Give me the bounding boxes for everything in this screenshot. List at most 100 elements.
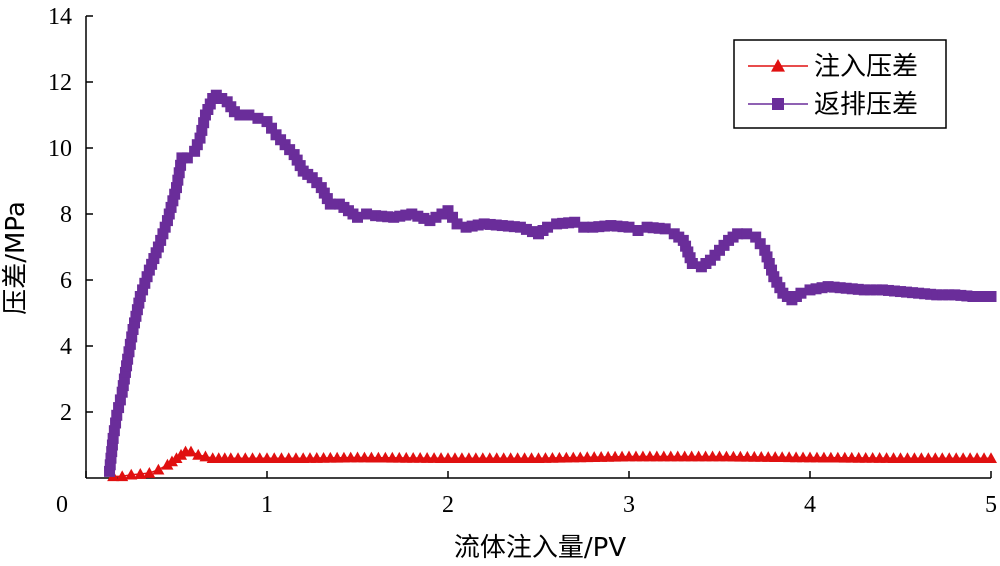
data-point [520,223,532,235]
data-point [961,290,973,302]
legend-marker-square-icon [772,98,784,110]
data-point [895,286,906,298]
data-point [121,360,133,372]
data-point [750,231,762,243]
data-point [682,246,694,258]
data-point [418,212,430,224]
data-point [816,282,828,294]
data-point [261,116,273,128]
legend-label-flowback: 返排压差 [814,90,918,120]
data-point [123,346,135,358]
data-point [761,251,773,263]
data-point [563,217,575,229]
data-point [110,417,122,429]
data-point [406,208,418,220]
data-point [196,124,208,136]
data-point [118,373,130,385]
data-point [133,297,145,309]
data-point [146,258,158,270]
data-point [139,277,151,289]
data-point [542,221,554,233]
data-point [382,211,394,223]
data-point [973,291,985,302]
data-point [810,283,822,295]
data-point [324,198,336,210]
x-tick-label: 1 [261,492,273,518]
data-point [370,210,382,222]
data-point [684,252,696,264]
data-point [876,284,888,296]
y-tick-label: 8 [60,202,72,228]
data-point [150,247,162,259]
data-point [424,215,436,227]
data-point [116,386,128,398]
data-point [436,208,448,220]
data-point [569,216,581,228]
data-point [508,221,520,233]
data-point [394,210,406,222]
data-point [864,284,876,296]
data-point [447,211,459,223]
y-tick-label: 4 [60,334,72,360]
data-point [134,468,147,479]
x-tick-label: 3 [623,492,635,518]
data-point [641,221,653,233]
data-point [191,139,203,151]
legend: 注入压差 返排压差 [733,39,947,129]
data-point [172,174,184,186]
data-point [882,284,894,296]
data-point [680,240,692,252]
data-point [198,117,210,129]
data-point [127,324,139,335]
data-point [460,221,472,233]
y-tick-label: 14 [48,4,72,30]
data-point [931,289,943,301]
data-point [181,152,193,164]
data-point [234,109,246,121]
data-point [677,234,689,246]
data-point [169,188,181,200]
data-point [161,215,173,227]
legend-entry-injection: 注入压差 [748,52,918,82]
data-point [795,287,807,299]
data-point [159,221,171,233]
data-point [937,289,949,301]
data-point [759,244,771,256]
data-point [852,283,864,295]
data-point [152,241,164,253]
legend-box [733,39,947,129]
data-point [766,264,778,276]
data-point [130,310,142,322]
data-point [125,468,138,480]
data-point [840,282,852,294]
data-point [199,450,212,462]
data-point [152,463,165,475]
data-point [243,109,255,121]
data-point [266,122,278,134]
data-point [141,271,153,283]
data-point [451,218,463,230]
data-point [804,284,816,296]
data-point [105,452,117,464]
data-point [907,287,919,299]
data-point [466,220,478,232]
data-point [653,222,665,234]
data-point [949,289,961,301]
data-point [763,258,775,269]
y-tick-label: 2 [60,400,72,426]
data-point [114,394,126,406]
data-point [388,211,400,223]
data-point [979,291,991,302]
legend-entry-flowback: 返排压差 [748,90,918,120]
data-point [137,284,149,296]
data-point [252,112,264,124]
data-point [442,205,454,217]
data-point [623,221,635,233]
data-point [888,285,900,297]
data-point [129,317,141,329]
data-point [526,226,538,238]
data-point [361,208,373,220]
data-point [117,380,129,392]
